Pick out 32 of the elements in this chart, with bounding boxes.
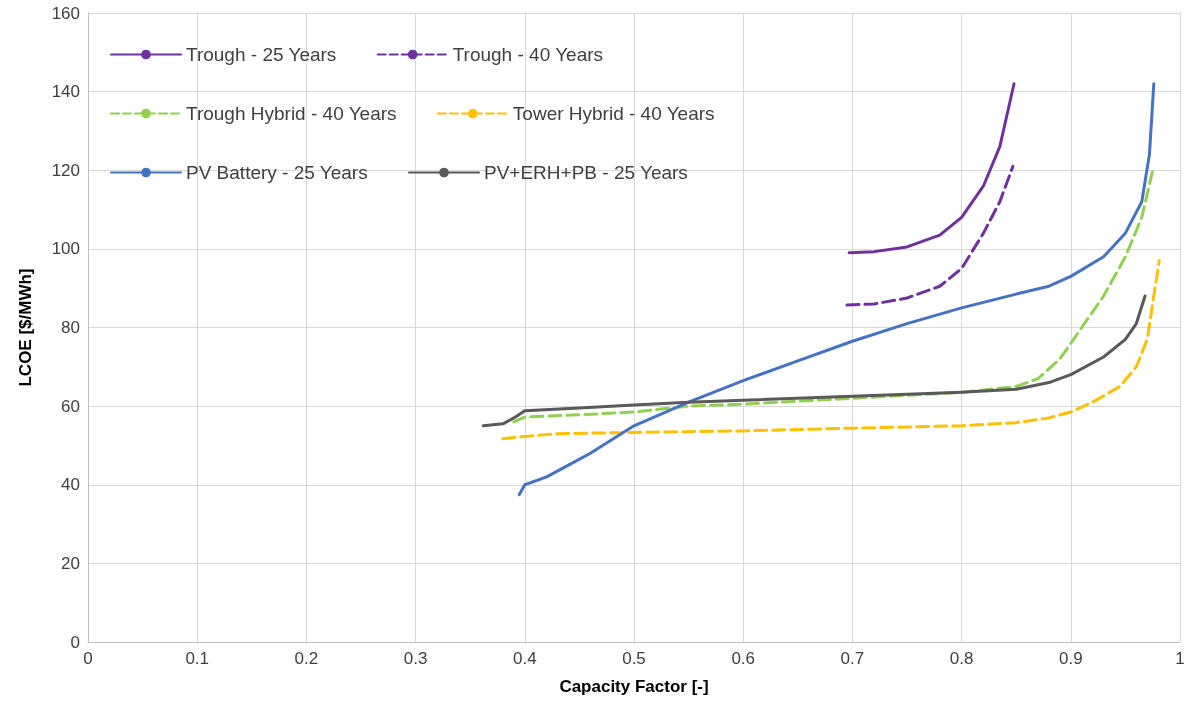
y-tick-label: 40 — [61, 475, 80, 495]
x-tick-label: 0.3 — [403, 649, 428, 668]
line-series — [847, 82, 1016, 255]
x-tick-label: 0.1 — [185, 649, 210, 668]
legend-label: Tower Hybrid - 40 Years — [512, 103, 715, 124]
line-series — [845, 164, 1015, 307]
y-tick-label: 0 — [70, 632, 80, 652]
y-tick-label: 20 — [61, 553, 80, 573]
y-axis-title: LCOE [$/MWh] — [16, 268, 35, 387]
x-tick-label: 0.7 — [840, 649, 865, 668]
legend-label: PV Battery - 25 Years — [186, 162, 368, 183]
legend-label: Trough - 40 Years — [452, 44, 604, 65]
x-tick-label: 0.5 — [622, 649, 646, 668]
y-tick-label: 100 — [51, 239, 80, 259]
x-tick-label: 0.8 — [949, 649, 974, 668]
line-series — [501, 259, 1161, 441]
line-series — [481, 294, 1147, 428]
legend-label: PV+ERH+PB - 25 Years — [484, 162, 688, 183]
y-tick-label: 160 — [51, 3, 80, 23]
x-tick-label: 0.4 — [512, 649, 537, 668]
x-tick-label: 0 — [83, 649, 93, 668]
legend-label: Trough Hybrid - 40 Years — [186, 103, 397, 124]
y-tick-label: 140 — [51, 82, 80, 102]
y-tick-label: 120 — [51, 160, 80, 180]
y-tick-label: 80 — [61, 318, 80, 337]
x-tick-label: 0.2 — [294, 649, 319, 668]
y-tick-label: 60 — [61, 396, 80, 416]
legend-label: Trough - 25 Years — [186, 44, 337, 65]
x-tick-label: 0.6 — [731, 649, 756, 668]
x-tick-label: 0.9 — [1058, 649, 1083, 668]
x-tick-label: 1 — [1175, 649, 1185, 668]
x-axis-title: Capacity Factor [-] — [559, 677, 709, 696]
